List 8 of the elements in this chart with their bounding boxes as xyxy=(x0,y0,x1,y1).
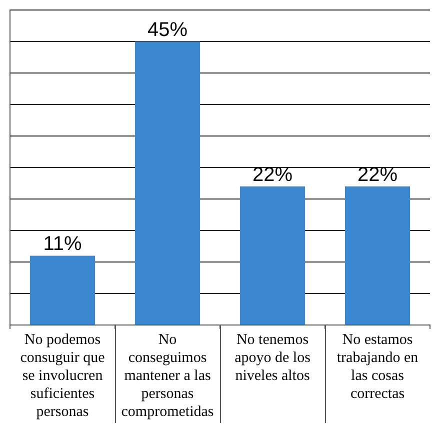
data-label: 22% xyxy=(357,164,398,186)
x-tick-label: No conseguimos mantener a las personas comprometidas xyxy=(121,332,214,420)
x-tick-label: No podemos consuguir que se involucren suficientes personas xyxy=(20,332,106,420)
data-label: 45% xyxy=(147,19,188,42)
data-label: 22% xyxy=(252,164,293,186)
x-tick-label: No tenemos apoyo de los niveles altos xyxy=(234,332,311,384)
data-label: 11% xyxy=(43,233,82,256)
x-tick-label: No estamos trabajando en las cosas correctas xyxy=(336,332,419,402)
